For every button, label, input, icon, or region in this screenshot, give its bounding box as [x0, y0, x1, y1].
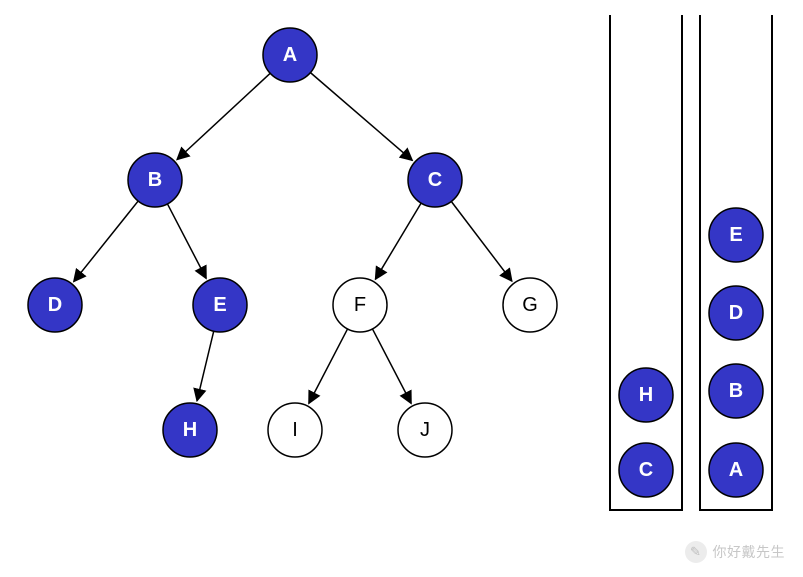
stack-1-item-A: A	[709, 443, 763, 497]
edge-F-J	[372, 329, 411, 403]
node-label-H: H	[183, 419, 197, 441]
edge-C-F	[375, 203, 421, 279]
node-G: G	[503, 278, 557, 332]
tree-nodes: A B C D E F G H I J	[28, 28, 557, 457]
stack-1-item-D: D	[709, 286, 763, 340]
node-E: E	[193, 278, 247, 332]
stack-1-label-A: A	[729, 459, 743, 481]
edge-B-E	[167, 204, 206, 278]
edge-A-B	[177, 73, 270, 159]
edge-C-G	[451, 201, 512, 281]
node-label-A: A	[283, 44, 297, 66]
stack-0-item-H: H	[619, 368, 673, 422]
edge-A-C	[310, 73, 412, 161]
node-label-I: I	[292, 419, 298, 441]
stack-1-label-E: E	[729, 224, 742, 246]
node-label-B: B	[148, 169, 162, 191]
stack-frame-0	[610, 15, 682, 510]
edge-F-I	[309, 329, 348, 403]
node-label-C: C	[428, 169, 442, 191]
stack-1: E D B A	[700, 15, 772, 510]
stack-0-label-H: H	[639, 384, 653, 406]
node-B: B	[128, 153, 182, 207]
edge-E-H	[197, 331, 214, 401]
node-F: F	[333, 278, 387, 332]
stack-1-item-B: B	[709, 364, 763, 418]
stack-1-label-D: D	[729, 302, 743, 324]
stack-0-item-C: C	[619, 443, 673, 497]
stack-0: HC	[610, 15, 682, 510]
stack-1-item-E: E	[709, 208, 763, 262]
stack-0-label-C: C	[639, 459, 653, 481]
node-label-J: J	[420, 419, 430, 441]
edge-B-D	[74, 201, 138, 281]
edges	[74, 73, 512, 404]
node-H: H	[163, 403, 217, 457]
node-label-G: G	[522, 294, 538, 316]
node-J: J	[398, 403, 452, 457]
tree-diagram: ABCDEFGHIJHCEDBA	[0, 0, 803, 577]
node-D: D	[28, 278, 82, 332]
node-A: A	[263, 28, 317, 82]
node-label-D: D	[48, 294, 62, 316]
node-label-E: E	[213, 294, 226, 316]
node-I: I	[268, 403, 322, 457]
stack-1-label-B: B	[729, 380, 743, 402]
node-label-F: F	[354, 294, 366, 316]
node-C: C	[408, 153, 462, 207]
